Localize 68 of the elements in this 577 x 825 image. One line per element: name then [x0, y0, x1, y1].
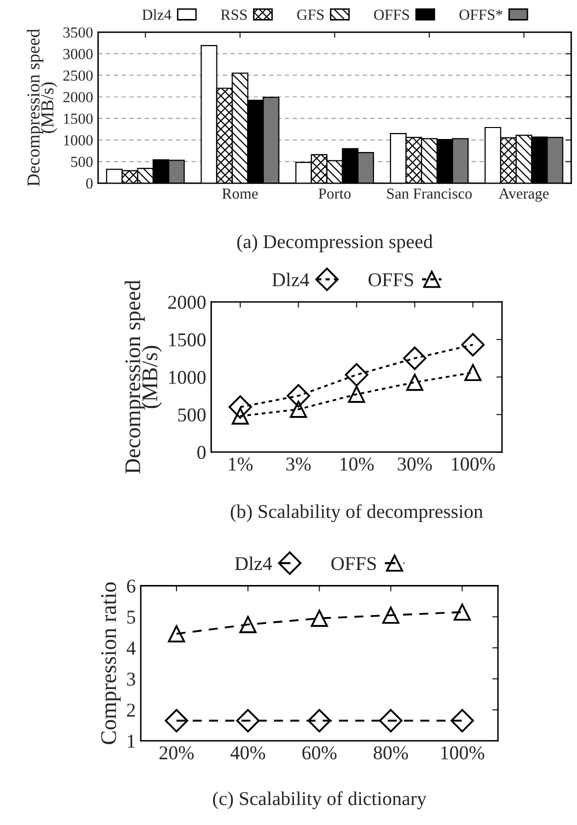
- text: (a) Decompression speed: [237, 234, 433, 252]
- point: [286, 384, 310, 408]
- y-tick-label: 1000: [169, 370, 206, 384]
- legend-label: Dlz4: [142, 9, 172, 20]
- y-axis-title: Decompression speed (MB/s): [26, 28, 58, 186]
- point: [454, 604, 471, 621]
- legend-label: OFFS*: [459, 10, 502, 20]
- x-tick-label: 10%: [340, 458, 374, 471]
- point: [348, 386, 366, 403]
- x-tick-label: 3%: [286, 458, 311, 471]
- y-tick-label: 2500: [63, 70, 93, 81]
- y-tick-label: 3000: [63, 48, 93, 60]
- x-tick-label: Average: [498, 188, 549, 202]
- point: [228, 395, 252, 419]
- x-tick-label: 1%: [229, 458, 253, 471]
- x-tick-label: 20%: [160, 746, 194, 760]
- y-tick-label: 2: [127, 704, 135, 717]
- x-tick-label: San Francisco: [387, 188, 472, 199]
- text: (c) Scalability of dictionary: [213, 791, 426, 810]
- point: [344, 363, 368, 386]
- point: [379, 708, 403, 732]
- y-tick-label: 1: [128, 734, 135, 748]
- point: [290, 400, 307, 418]
- y-tick-label: 6: [127, 580, 136, 593]
- point: [403, 346, 426, 370]
- y-tick-label: 3: [127, 672, 136, 686]
- x-tick-label: Rome: [222, 188, 258, 199]
- point: [464, 364, 482, 382]
- point: [450, 708, 474, 732]
- legend-label: GFS: [297, 10, 324, 20]
- y-tick-label: 5: [127, 610, 136, 624]
- y-axis-title: Compression ratio: [101, 582, 121, 744]
- x-tick-label: 80%: [374, 746, 408, 760]
- legend-label: Dlz4: [235, 556, 272, 570]
- point: [382, 606, 400, 624]
- legend-label: OFFS: [368, 273, 414, 286]
- y-tick-label: 4: [126, 642, 136, 655]
- x-tick-label: 100%: [452, 458, 495, 471]
- y-tick-label: 0: [86, 178, 93, 189]
- legend-label: Dlz4: [272, 272, 310, 286]
- x-tick-label: Porto: [318, 188, 351, 199]
- legend-label: OFFS: [374, 10, 410, 20]
- text: (b) Scalability of decompression: [230, 504, 483, 522]
- y-tick-label: 3500: [63, 27, 93, 38]
- y-tick-label: 500: [71, 156, 93, 168]
- x-tick-label: 40%: [230, 746, 266, 760]
- point: [308, 708, 332, 732]
- x-tick-label: 100%: [441, 746, 484, 760]
- point: [461, 333, 485, 356]
- x-tick-label: 30%: [398, 458, 432, 471]
- legend-label: OFFS: [331, 557, 376, 570]
- point: [236, 708, 260, 732]
- y-tick-label: 1000: [64, 135, 93, 146]
- y-tick-label: 2000: [63, 92, 93, 102]
- point: [164, 708, 188, 732]
- y-tick-label: 1500: [64, 114, 93, 124]
- y-tick-label: 500: [178, 408, 206, 422]
- point: [406, 374, 424, 391]
- y-tick-label: 1500: [169, 333, 206, 346]
- y-tick-label: 2000: [168, 296, 206, 309]
- point: [232, 408, 249, 425]
- point: [310, 610, 328, 627]
- y-tick-label: 0: [197, 446, 206, 460]
- point: [239, 616, 256, 634]
- y-axis-title: Decompression speed (MB/s): [124, 280, 162, 474]
- legend-label: RSS: [220, 10, 247, 20]
- point: [168, 625, 186, 642]
- x-tick-label: 60%: [302, 746, 337, 760]
